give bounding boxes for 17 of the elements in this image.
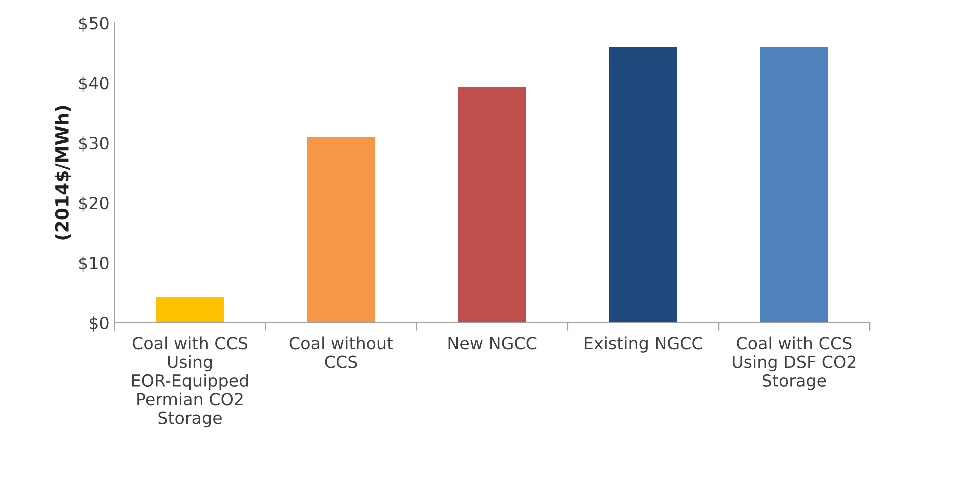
x-tick-label: Coal without CCS: [290, 336, 394, 368]
bar: [156, 297, 224, 323]
bar: [458, 87, 526, 323]
y-tick-label: $20: [79, 196, 109, 212]
y-tick-label: $50: [79, 16, 109, 32]
bar: [760, 47, 828, 323]
x-tick-label: Coal with CCS Using EOR-Equipped Permian CO2 Storage: [132, 336, 248, 428]
y-tick-label: $10: [79, 256, 109, 272]
y-axis-title: (2014$/MWh): [55, 106, 72, 240]
y-tick-label: $40: [79, 76, 109, 92]
x-tick-label: New NGCC: [448, 337, 537, 350]
x-tick-label: Coal with CCS Using DSF CO2 Storage: [733, 336, 856, 390]
y-tick-label: $0: [90, 316, 109, 332]
y-tick-label: $30: [79, 136, 109, 152]
x-tick-label: Existing NGCC: [585, 336, 702, 353]
bar: [609, 47, 678, 323]
bar: [307, 137, 376, 323]
